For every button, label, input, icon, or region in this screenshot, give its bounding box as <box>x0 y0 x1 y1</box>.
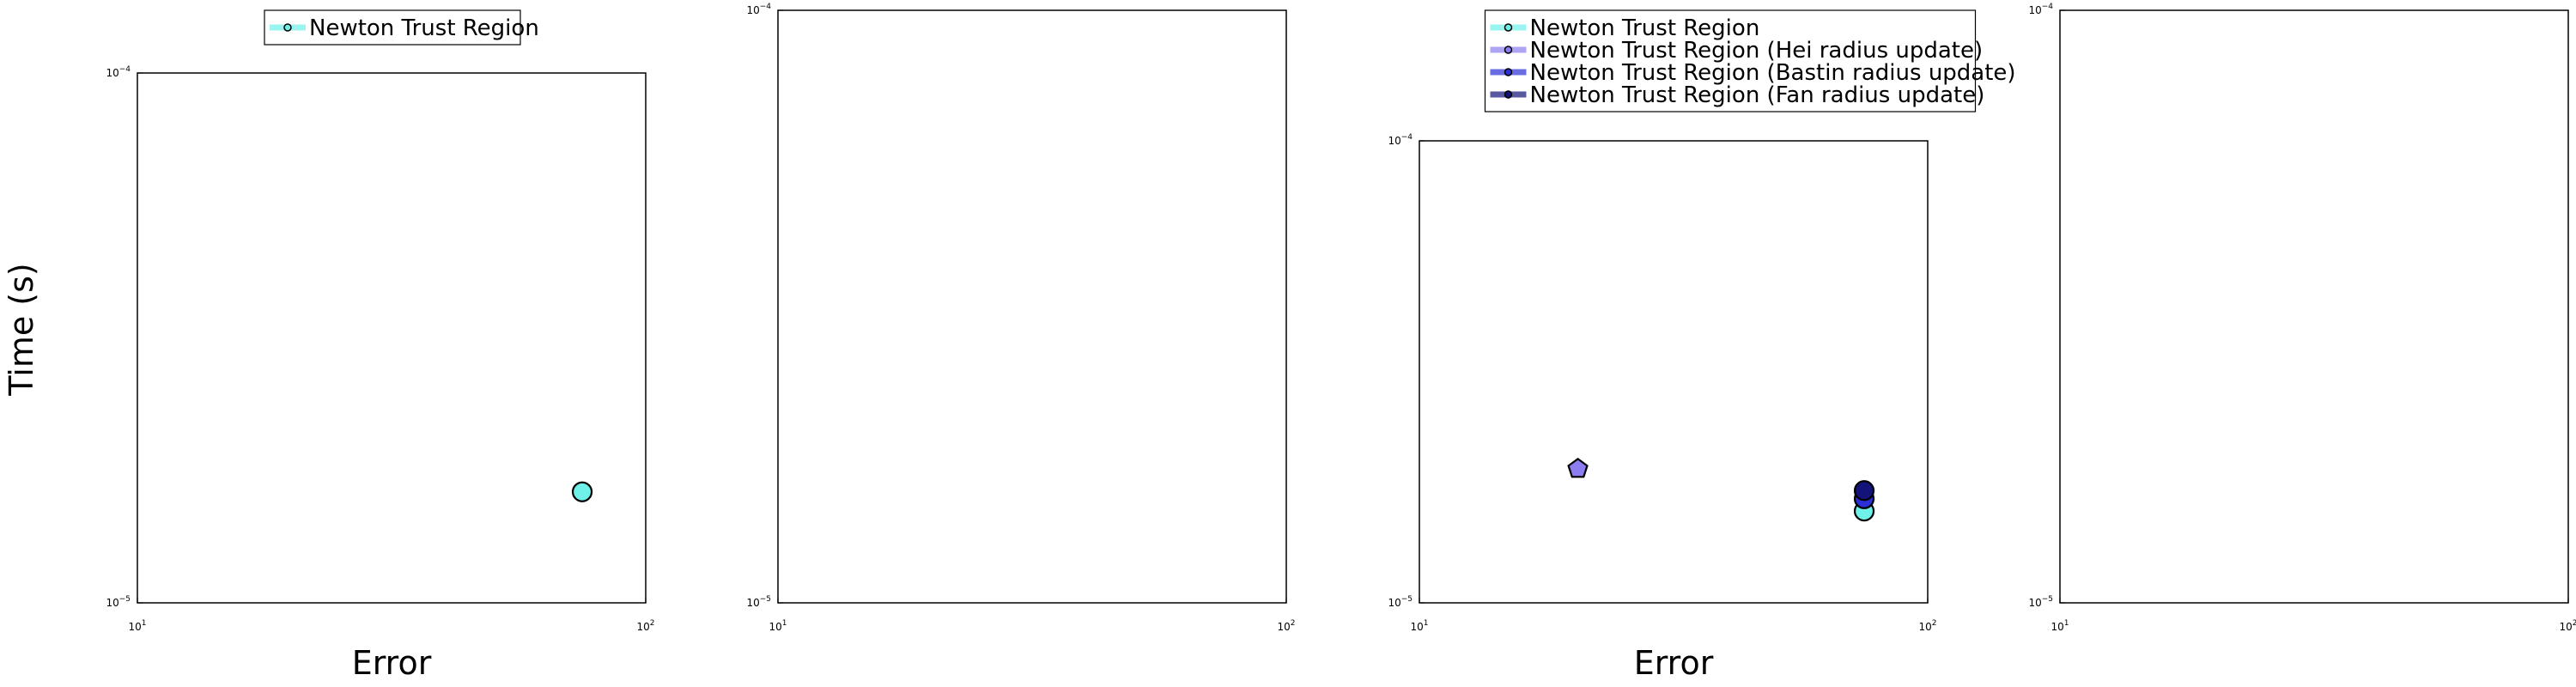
x-tick-label: 102 <box>2559 619 2576 633</box>
y-axis-label: Time (s) <box>3 263 40 397</box>
y-tick-label: 10−5 <box>746 595 771 609</box>
x-tick-label: 102 <box>1918 619 1936 633</box>
legend-entry: Newton Trust Region (Fan radius update) <box>1530 82 1985 108</box>
x-axis-label: Error <box>1634 644 1714 682</box>
y-tick-label: 10−5 <box>2028 595 2053 609</box>
legend-entry: Newton Trust Region (Hei radius update) <box>1530 38 1984 64</box>
chart-panel-4: 101 102 10−5 10−4 <box>2028 3 2576 633</box>
legend-marker <box>1504 23 1513 32</box>
y-tick-label: 10−5 <box>1388 595 1413 609</box>
chart-panel-2: 101 102 10−5 10−4 <box>746 3 1295 633</box>
plot-frame <box>1419 140 1929 604</box>
x-axis-label: Error <box>352 644 432 682</box>
x-tick-label: 102 <box>636 619 654 633</box>
legend-entry: Newton Trust Region <box>1530 15 1760 41</box>
data-point <box>571 481 593 502</box>
legend-marker <box>283 23 292 32</box>
legend-entry: Newton Trust Region (Bastin radius updat… <box>1530 60 2016 86</box>
legend-marker <box>1504 68 1513 76</box>
plot-frame <box>777 9 1287 604</box>
data-point <box>1853 480 1875 502</box>
legend-box <box>264 9 521 46</box>
chart-panel-1: 101 102 10−5 10−4 Error Time (s) Newton Trust … <box>3 9 655 682</box>
x-tick-label: 101 <box>1410 619 1428 633</box>
x-tick-label: 102 <box>1277 619 1295 633</box>
y-tick-label: 10−4 <box>1388 133 1413 147</box>
legend-entry: Newton Trust Region <box>309 15 539 41</box>
plot-frame <box>2059 9 2569 604</box>
y-tick-label: 10−5 <box>106 595 131 609</box>
legend-box <box>1484 9 1977 112</box>
plot-frame <box>137 72 647 604</box>
data-point <box>1567 458 1589 478</box>
legend-marker <box>1504 90 1513 99</box>
x-tick-label: 101 <box>2050 619 2069 633</box>
x-tick-label: 101 <box>769 619 787 633</box>
y-tick-label: 10−4 <box>106 65 131 79</box>
legend: Newton Trust Region <box>264 9 539 46</box>
x-tick-label: 101 <box>128 619 146 633</box>
y-tick-label: 10−4 <box>2028 3 2053 16</box>
y-tick-label: 10−4 <box>746 3 771 16</box>
legend-marker <box>1504 46 1513 54</box>
